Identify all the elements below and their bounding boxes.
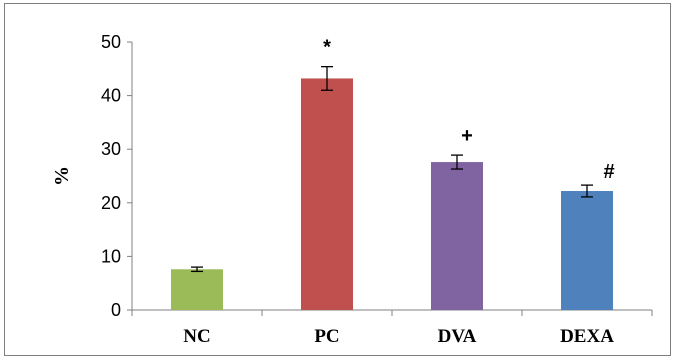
bar-dva [431,162,483,310]
x-tick-label: NC [183,326,210,347]
x-tick-label: DVA [438,326,477,347]
significance-marker: + [461,125,473,147]
bar-pc [301,78,353,310]
y-tick-label: 0 [111,300,121,320]
significance-marker: # [603,161,614,183]
bar-nc [171,269,223,310]
bars: * + # [171,37,615,310]
bar-dexa [561,191,613,310]
y-axis-label: % [51,166,73,186]
y-tick-label: 50 [101,32,121,52]
x-tick-label: PC [314,326,339,347]
significance-marker: * [323,37,331,59]
y-tick-label: 20 [101,193,121,213]
y-tick-label: 10 [101,246,121,266]
y-tick-label: 30 [101,139,121,159]
y-tick-label: 40 [101,86,121,106]
x-tick-label: DEXA [560,326,614,347]
